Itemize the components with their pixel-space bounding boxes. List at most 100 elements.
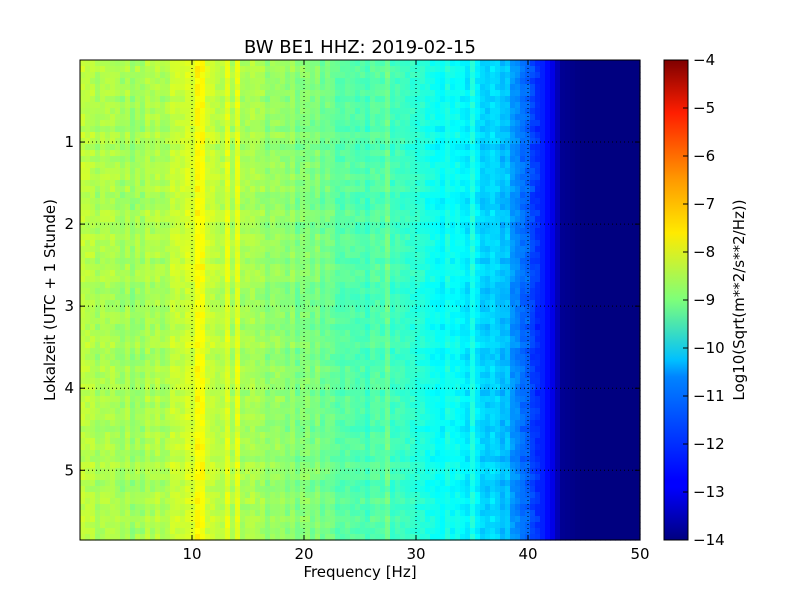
heatmap-cell <box>450 186 456 193</box>
heatmap-cell <box>485 252 491 259</box>
heatmap-cell <box>155 306 161 313</box>
heatmap-cell <box>80 120 86 127</box>
heatmap-cell <box>310 288 316 295</box>
heatmap-cell <box>635 300 641 307</box>
heatmap-cell <box>500 90 506 97</box>
heatmap-cell <box>155 138 161 145</box>
heatmap-cell <box>145 282 151 289</box>
heatmap-cell <box>180 228 186 235</box>
heatmap-cell <box>465 138 471 145</box>
heatmap-cell <box>265 264 271 271</box>
heatmap-cell <box>135 144 141 151</box>
heatmap-cell <box>155 312 161 319</box>
heatmap-cell <box>390 186 396 193</box>
heatmap-cell <box>495 96 501 103</box>
heatmap-cell <box>85 324 91 331</box>
heatmap-cell <box>585 228 591 235</box>
heatmap-cell <box>545 66 551 73</box>
heatmap-cell <box>275 246 281 253</box>
heatmap-cell <box>315 234 321 241</box>
heatmap-cell <box>150 234 156 241</box>
heatmap-cell <box>355 108 361 115</box>
heatmap-cell <box>480 246 486 253</box>
heatmap-cell <box>570 252 576 259</box>
heatmap-cell <box>485 96 491 103</box>
heatmap-cell <box>285 300 291 307</box>
heatmap-cell <box>170 72 176 79</box>
heatmap-cell <box>205 270 211 277</box>
heatmap-cell <box>260 306 266 313</box>
heatmap-cell <box>430 132 436 139</box>
heatmap-cell <box>430 318 436 325</box>
heatmap-cell <box>320 210 326 217</box>
heatmap-cell <box>535 180 541 187</box>
heatmap-cell <box>330 246 336 253</box>
heatmap-cell <box>470 294 476 301</box>
heatmap-cell <box>350 270 356 277</box>
heatmap-cell <box>225 216 231 223</box>
heatmap-cell <box>255 210 261 217</box>
heatmap-cell <box>630 258 636 265</box>
heatmap-cell <box>610 234 616 241</box>
heatmap-cell <box>310 66 316 73</box>
heatmap-cell <box>330 120 336 127</box>
heatmap-cell <box>615 168 621 175</box>
heatmap-cell <box>315 270 321 277</box>
heatmap-cell <box>120 240 126 247</box>
heatmap-cell <box>275 66 281 73</box>
heatmap-cell <box>605 150 611 157</box>
heatmap-cell <box>130 174 136 181</box>
heatmap-cell <box>610 318 616 325</box>
heatmap-cell <box>510 318 516 325</box>
heatmap-cell <box>140 180 146 187</box>
heatmap-cell <box>180 126 186 133</box>
heatmap-cell <box>175 234 181 241</box>
heatmap-cell <box>495 84 501 91</box>
heatmap-cell <box>360 108 366 115</box>
heatmap-cell <box>475 294 481 301</box>
heatmap-cell <box>450 114 456 121</box>
heatmap-cell <box>225 186 231 193</box>
heatmap-cell <box>420 102 426 109</box>
heatmap-cell <box>80 102 86 109</box>
heatmap-cell <box>270 288 276 295</box>
heatmap-cell <box>125 132 131 139</box>
heatmap-cell <box>615 156 621 163</box>
heatmap-cell <box>85 156 91 163</box>
heatmap-cell <box>245 264 251 271</box>
heatmap-cell <box>475 114 481 121</box>
heatmap-cell <box>170 96 176 103</box>
heatmap-cell <box>630 216 636 223</box>
heatmap-cell <box>620 108 626 115</box>
heatmap-cell <box>615 174 621 181</box>
heatmap-cell <box>180 180 186 187</box>
heatmap-cell <box>105 156 111 163</box>
heatmap-cell <box>140 318 146 325</box>
heatmap-cell <box>315 96 321 103</box>
heatmap-cell <box>220 294 226 301</box>
heatmap-cell <box>445 276 451 283</box>
heatmap-cell <box>275 96 281 103</box>
heatmap-cell <box>225 96 231 103</box>
heatmap-cell <box>215 300 221 307</box>
heatmap-cell <box>195 66 201 73</box>
heatmap-cell <box>155 126 161 133</box>
heatmap-cell <box>505 312 511 319</box>
heatmap-cell <box>525 102 531 109</box>
heatmap-cell <box>545 228 551 235</box>
heatmap-cell <box>220 138 226 145</box>
heatmap-cell <box>455 90 461 97</box>
heatmap-cell <box>515 84 521 91</box>
heatmap-cell <box>445 318 451 325</box>
heatmap-cell <box>390 138 396 145</box>
heatmap-cell <box>475 288 481 295</box>
heatmap-cell <box>205 264 211 271</box>
heatmap-cell <box>600 66 606 73</box>
heatmap-cell <box>440 186 446 193</box>
heatmap-cell <box>170 294 176 301</box>
heatmap-cell <box>520 282 526 289</box>
heatmap-cell <box>105 270 111 277</box>
heatmap-cell <box>185 282 191 289</box>
heatmap-cell <box>425 282 431 289</box>
heatmap-cell <box>340 228 346 235</box>
